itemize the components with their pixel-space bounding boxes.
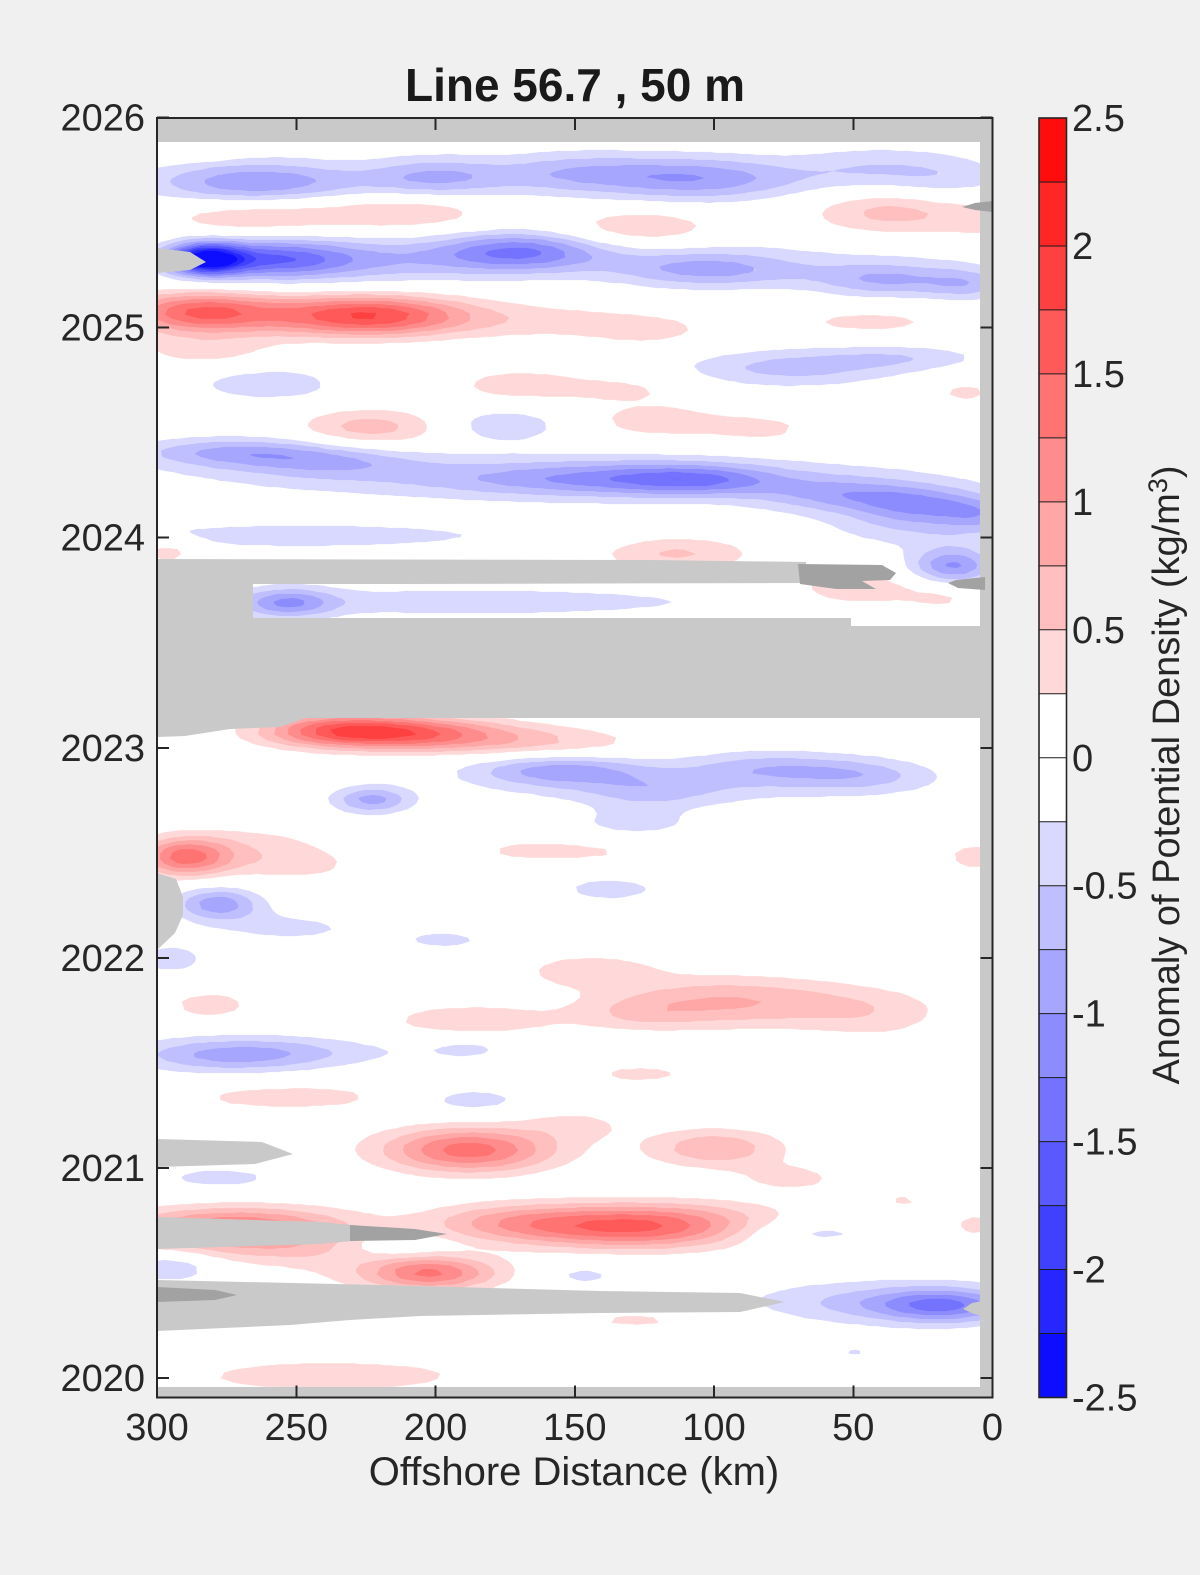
svg-text:Line 56.7 , 50 m: Line 56.7 , 50 m	[405, 59, 745, 111]
svg-text:200: 200	[404, 1407, 467, 1449]
svg-text:150: 150	[543, 1407, 606, 1449]
svg-text:2026: 2026	[60, 98, 145, 140]
svg-text:2023: 2023	[60, 728, 145, 770]
svg-text:Offshore Distance (km): Offshore Distance (km)	[369, 1450, 780, 1494]
svg-text:2020: 2020	[60, 1358, 145, 1400]
svg-text:50: 50	[832, 1407, 874, 1449]
svg-text:2: 2	[1072, 226, 1093, 268]
svg-text:2025: 2025	[60, 308, 145, 350]
svg-text:0: 0	[1072, 738, 1093, 780]
svg-text:-0.5: -0.5	[1072, 866, 1137, 908]
svg-text:250: 250	[265, 1407, 328, 1449]
svg-text:1.5: 1.5	[1072, 354, 1125, 396]
svg-text:0: 0	[982, 1407, 1003, 1449]
svg-text:-1: -1	[1072, 994, 1106, 1036]
svg-text:2021: 2021	[60, 1148, 145, 1190]
svg-text:2.5: 2.5	[1072, 98, 1125, 140]
svg-text:300: 300	[125, 1407, 188, 1449]
svg-text:2024: 2024	[60, 518, 145, 560]
svg-text:2022: 2022	[60, 938, 145, 980]
svg-text:-2.5: -2.5	[1072, 1378, 1137, 1420]
svg-text:100: 100	[682, 1407, 745, 1449]
svg-text:0.5: 0.5	[1072, 610, 1125, 652]
svg-text:-1.5: -1.5	[1072, 1122, 1137, 1164]
svg-text:1: 1	[1072, 482, 1093, 524]
svg-text:-2: -2	[1072, 1250, 1106, 1292]
svg-text:Anomaly of Potential Density (: Anomaly of Potential Density (kg/m3)	[1143, 465, 1188, 1084]
